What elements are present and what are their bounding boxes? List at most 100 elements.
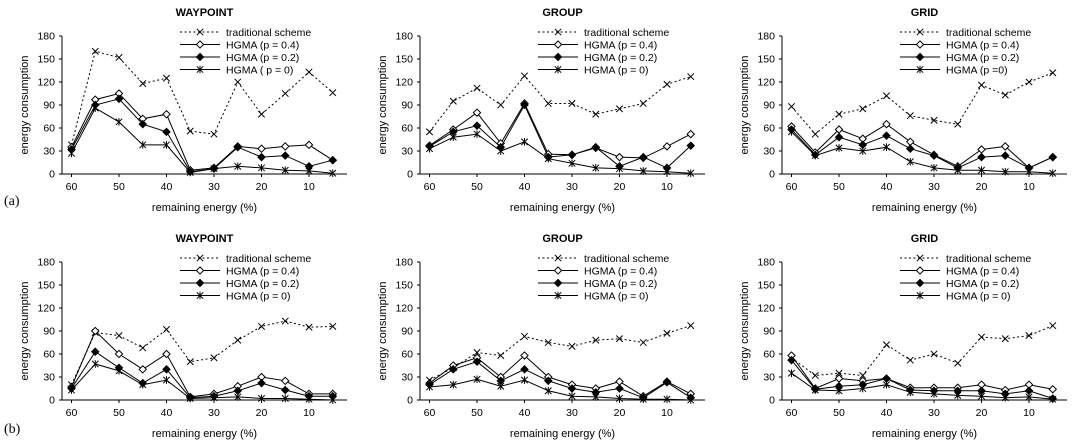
data-point xyxy=(210,354,218,362)
legend-marker xyxy=(554,291,562,300)
data-point xyxy=(639,338,647,347)
y-tick-label: 120 xyxy=(757,303,775,315)
y-tick-label: 150 xyxy=(37,54,55,66)
data-point xyxy=(186,127,194,135)
series-line xyxy=(71,350,333,399)
data-point xyxy=(138,119,148,129)
series-line xyxy=(71,330,333,398)
data-point xyxy=(497,351,505,360)
data-point xyxy=(663,80,671,88)
data-point xyxy=(1025,78,1033,86)
legend-label: HGMA (p = 0.2) xyxy=(584,52,657,64)
x-axis-label: remaining energy (%) xyxy=(510,202,615,214)
legend-entry: HGMA (p = 0.4) xyxy=(180,265,299,277)
data-point xyxy=(662,142,672,151)
y-tick-label: 150 xyxy=(757,280,775,292)
data-point xyxy=(139,141,147,149)
data-point xyxy=(954,166,962,174)
data-point xyxy=(544,154,552,163)
legend-marker xyxy=(195,278,205,288)
data-point xyxy=(544,99,552,108)
data-point xyxy=(280,142,290,151)
legend-entry: traditional scheme xyxy=(180,253,311,265)
data-point-stroke-b xyxy=(473,84,481,92)
chart-panels: WAYPOINT 0 30 60 90 120 150 180 60 50 40 30 20 10 rema… xyxy=(19,7,1067,440)
data-point-stroke-b xyxy=(882,341,891,349)
data-point xyxy=(615,105,624,113)
legend-label: HGMA (p = 0.2) xyxy=(226,278,299,290)
data-point xyxy=(329,169,337,178)
data-point xyxy=(615,394,624,403)
legend-label: HGMA (p =0) xyxy=(946,64,1008,76)
data-point-stroke-b xyxy=(449,97,457,105)
legend-entry: traditional scheme xyxy=(538,27,669,39)
series-line xyxy=(429,354,692,397)
y-tick-label: 30 xyxy=(763,146,775,158)
data-point xyxy=(497,101,505,109)
y-tick-label: 0 xyxy=(769,395,775,407)
data-point xyxy=(687,169,695,178)
series-line xyxy=(71,50,334,146)
data-point-stroke-b xyxy=(305,323,313,331)
data-point xyxy=(615,335,624,343)
legend-entry: HGMA (p = 0.2) xyxy=(180,52,299,64)
chart-title: GRID xyxy=(911,7,939,19)
x-tick-label: 40 xyxy=(881,181,893,193)
x-tick-label: 40 xyxy=(519,181,531,193)
chart-title: GRID xyxy=(911,233,939,245)
data-point xyxy=(1001,167,1009,176)
data-point xyxy=(520,100,529,110)
data-point-stroke-b xyxy=(425,128,434,136)
data-point xyxy=(1049,395,1057,404)
legend-marker-stroke-b xyxy=(916,28,924,36)
legend-marker xyxy=(915,266,925,275)
y-axis-label: energy consumption xyxy=(19,281,31,380)
data-point-stroke-b xyxy=(1049,322,1057,330)
legend-entry: traditional scheme xyxy=(900,27,1031,39)
data-point-stroke-b xyxy=(473,348,481,357)
data-point xyxy=(615,384,624,393)
series-0 xyxy=(67,47,337,149)
series-3 xyxy=(425,130,695,178)
legend-marker xyxy=(196,65,204,74)
y-tick-label: 30 xyxy=(401,372,413,384)
data-point xyxy=(930,390,938,398)
data-point xyxy=(568,99,576,108)
data-point xyxy=(473,375,481,384)
legend-label: HGMA (p = 0.2) xyxy=(584,278,657,290)
legend-label: traditional scheme xyxy=(226,253,311,265)
data-point xyxy=(1001,335,1009,343)
y-tick-label: 90 xyxy=(43,326,55,338)
data-point xyxy=(281,317,289,325)
data-point xyxy=(162,109,171,119)
legend-marker xyxy=(916,291,924,300)
x-tick-label: 10 xyxy=(661,181,673,193)
y-tick-label: 180 xyxy=(757,257,775,269)
x-axis-label: remaining energy (%) xyxy=(510,428,615,440)
legend-label: HGMA (p = 0.4) xyxy=(584,39,657,51)
data-point xyxy=(687,396,695,404)
y-tick-label: 180 xyxy=(395,257,413,269)
legend-marker xyxy=(554,65,562,74)
data-point-stroke-b xyxy=(954,120,962,128)
y-tick-label: 180 xyxy=(37,31,55,43)
data-point-stroke-b xyxy=(520,332,529,340)
legend-label: traditional scheme xyxy=(584,253,669,265)
legend-marker-stroke-b xyxy=(554,28,562,36)
legend-entry: HGMA (p = 0.2) xyxy=(900,278,1019,290)
data-point xyxy=(1048,152,1058,162)
data-point-stroke-b xyxy=(139,344,147,352)
x-tick-label: 40 xyxy=(519,407,531,419)
legend-marker-stroke-b xyxy=(196,254,204,262)
legend-entry: traditional scheme xyxy=(180,27,311,39)
data-point xyxy=(811,151,819,160)
legend-entry: HGMA (p = 0.4) xyxy=(900,265,1019,277)
data-point xyxy=(882,131,891,140)
legend-marker xyxy=(554,254,562,262)
y-tick-label: 150 xyxy=(395,54,413,66)
data-point xyxy=(234,162,242,171)
data-point xyxy=(663,329,671,337)
series-line xyxy=(791,123,1054,169)
legend-label: HGMA (p = 0.4) xyxy=(226,265,299,277)
data-point-stroke-b xyxy=(811,371,819,380)
